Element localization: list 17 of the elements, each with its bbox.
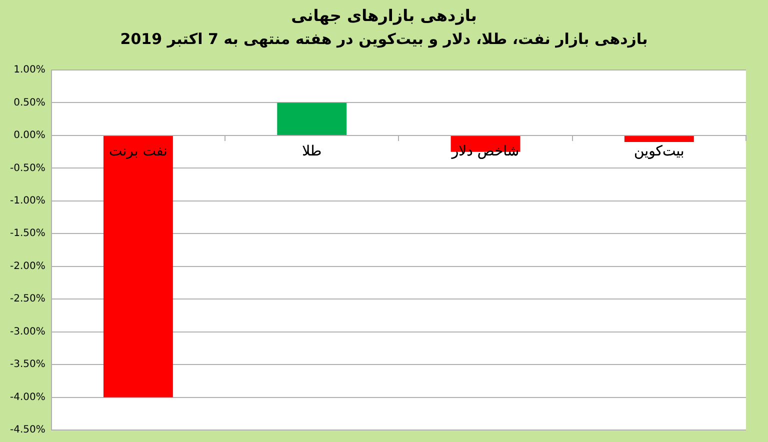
chart-title: بازدهی بازارهای جهانی — [290, 5, 478, 27]
y-tick-label: -3.00% — [10, 326, 46, 338]
x-tick-label: طلا — [302, 143, 322, 160]
y-tick-label: -2.00% — [10, 260, 46, 272]
y-tick-label: 0.50% — [14, 97, 46, 108]
y-tick-label: -0.50% — [10, 162, 46, 174]
y-tick-label: 0.00% — [14, 130, 46, 142]
y-tick-label: -1.00% — [10, 196, 46, 207]
y-tick-label: -4.50% — [10, 424, 46, 436]
y-tick-label: -4.00% — [10, 392, 46, 403]
x-tick-label: بیت‌کوین — [634, 143, 684, 160]
y-tick-label: -2.50% — [10, 294, 46, 305]
y-tick-label: -3.50% — [10, 359, 46, 370]
chart-subtitle: بازدهی بازار نفت، طلا، دلار و بیت‌کوین در هفته منتهی به 7 اکتبر 2019 — [119, 30, 649, 50]
y-tick-label: -1.50% — [10, 228, 46, 240]
y-tick-label: 1.00% — [14, 64, 46, 76]
x-tick-label: نفت برنت — [108, 143, 168, 160]
